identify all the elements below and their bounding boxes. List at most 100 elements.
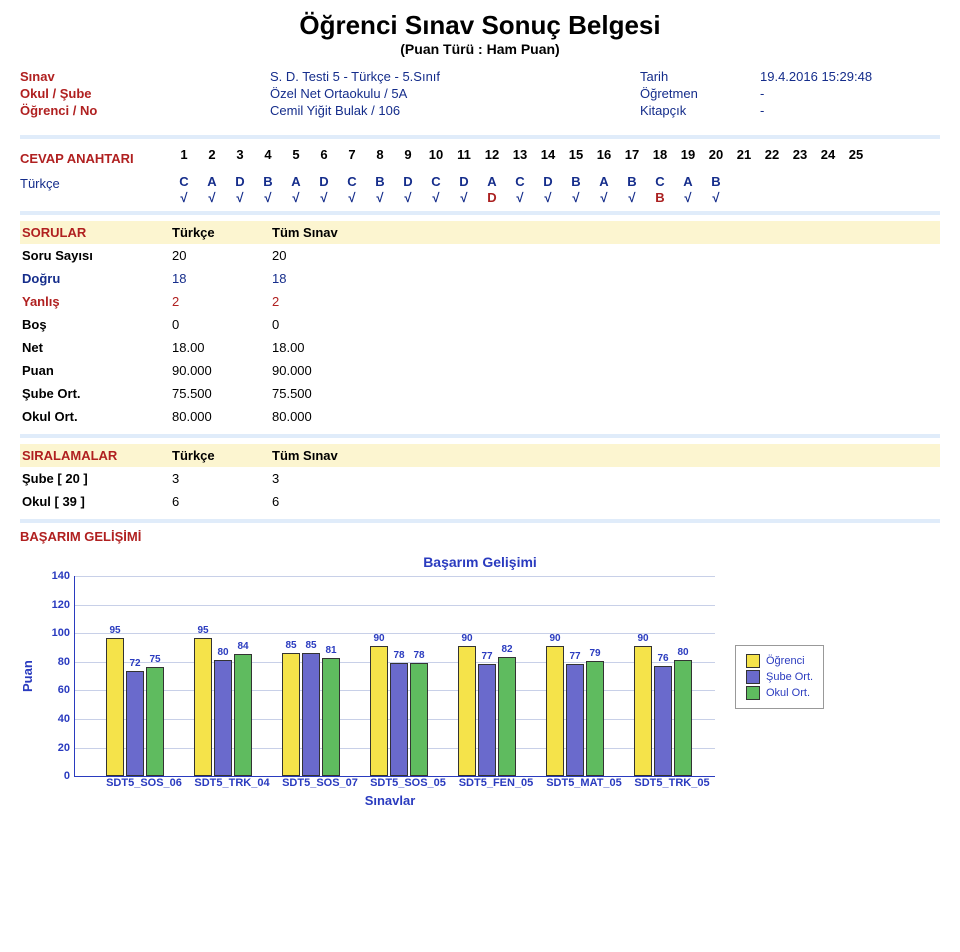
bar: 79: [586, 661, 604, 776]
page-title: Öğrenci Sınav Sonuç Belgesi: [20, 10, 940, 41]
chart-ylabel: Puan: [20, 576, 40, 777]
bar: 76: [654, 666, 672, 777]
question-number: 4: [254, 147, 282, 166]
answer-cell: B√: [366, 174, 394, 205]
stat-label: Doğru: [20, 271, 172, 286]
bar-group: 907680: [633, 646, 693, 777]
divider: [20, 211, 940, 215]
question-number: 1: [170, 147, 198, 166]
answer-cell: D√: [394, 174, 422, 205]
bar: 90: [370, 646, 388, 777]
answer-cell: D√: [310, 174, 338, 205]
bar-group: 907878: [369, 646, 429, 777]
question-number: 23: [786, 147, 814, 166]
stat-value: 18: [272, 271, 372, 286]
chart-area: Başarım Gelişimi Puan 020406080100120140…: [20, 554, 940, 808]
bar: 90: [634, 646, 652, 777]
answer-cell: C√: [338, 174, 366, 205]
question-number: 7: [338, 147, 366, 166]
question-number: 24: [814, 147, 842, 166]
bar: 85: [302, 653, 320, 776]
answer-key-label: CEVAP ANAHTARI: [20, 147, 170, 166]
x-axis-label: SDT5_TRK_05: [628, 777, 716, 789]
x-axis-label: SDT5_MAT_05: [540, 777, 628, 789]
answer-cell: B√: [254, 174, 282, 205]
rank-label: Şube [ 20 ]: [20, 471, 172, 486]
stat-value: 20: [172, 248, 272, 263]
question-number: 20: [702, 147, 730, 166]
bar: 80: [214, 660, 232, 776]
label-ogretmen: Öğretmen: [640, 86, 760, 101]
subject-label: Türkçe: [20, 174, 170, 205]
siralamalar-title: SIRALAMALAR: [20, 448, 172, 463]
sorular-rows: Soru Sayısı2020Doğru1818Yanlış22Boş00Net…: [20, 244, 940, 428]
x-axis-label: SDT5_FEN_05: [452, 777, 540, 789]
answer-cell: A√: [590, 174, 618, 205]
page-subtitle: (Puan Türü : Ham Puan): [20, 41, 940, 57]
bar: 78: [410, 663, 428, 776]
siralamalar-col-2: Tüm Sınav: [272, 448, 372, 463]
x-axis-label: SDT5_SOS_05: [364, 777, 452, 789]
answer-cell: D√: [226, 174, 254, 205]
sorular-header: SORULAR Türkçe Tüm Sınav: [20, 221, 940, 244]
subject-answer-row: Türkçe C√A√D√B√A√D√C√B√D√C√D√ADC√D√B√A√B…: [20, 174, 940, 205]
bar: 72: [126, 671, 144, 776]
answer-cell: D√: [450, 174, 478, 205]
info-mid-values: S. D. Testi 5 - Türkçe - 5.Sınıf Özel Ne…: [270, 67, 640, 120]
question-number: 25: [842, 147, 870, 166]
stat-value: 80.000: [172, 409, 272, 424]
question-number: 17: [618, 147, 646, 166]
answer-cell: B√: [618, 174, 646, 205]
answer-cell: B√: [702, 174, 730, 205]
chart-yticks: 020406080100120140: [40, 576, 74, 776]
bar: 80: [674, 660, 692, 776]
answer-cell: A√: [198, 174, 226, 205]
bar: 84: [234, 654, 252, 776]
answer-key-section: CEVAP ANAHTARI 1234567891011121314151617…: [20, 147, 940, 166]
info-right-labels: Tarih Öğretmen Kitapçık: [640, 67, 760, 120]
value-okul-sube: Özel Net Ortaokulu / 5A: [270, 86, 640, 101]
question-number: 18: [646, 147, 674, 166]
question-number: 15: [562, 147, 590, 166]
chart-xlabel: Sınavlar: [70, 793, 710, 808]
sorular-title: SORULAR: [20, 225, 172, 240]
bar-group: 858581: [281, 653, 341, 776]
stat-row: Okul Ort.80.00080.000: [20, 405, 940, 428]
bar: 85: [282, 653, 300, 776]
divider: [20, 434, 940, 438]
label-sinav: Sınav: [20, 69, 270, 84]
chart-title: Başarım Gelişimi: [20, 554, 940, 570]
stat-value: 0: [172, 317, 272, 332]
answer-cell: D√: [534, 174, 562, 205]
bar-group: 958084: [193, 638, 253, 776]
question-number: 11: [450, 147, 478, 166]
question-number: 6: [310, 147, 338, 166]
stat-value: 18.00: [272, 340, 372, 355]
label-okul-sube: Okul / Şube: [20, 86, 270, 101]
sorular-col-1: Türkçe: [172, 225, 272, 240]
question-number: 22: [758, 147, 786, 166]
stat-value: 0: [272, 317, 372, 332]
legend-item: Okul Ort.: [746, 686, 813, 700]
question-number: 3: [226, 147, 254, 166]
bar-group: 907779: [545, 646, 605, 777]
divider: [20, 135, 940, 139]
stat-value: 75.500: [272, 386, 372, 401]
x-axis-label: SDT5_SOS_07: [276, 777, 364, 789]
bar: 82: [498, 657, 516, 776]
answer-cell: C√: [506, 174, 534, 205]
rank-row: Şube [ 20 ]33: [20, 467, 940, 490]
question-number: 14: [534, 147, 562, 166]
value-kitapcik: -: [760, 103, 940, 118]
question-number: 5: [282, 147, 310, 166]
stat-row: Puan90.00090.000: [20, 359, 940, 382]
stat-label: Net: [20, 340, 172, 355]
chart-legend: ÖğrenciŞube Ort.Okul Ort.: [735, 645, 824, 709]
answer-cell: A√: [674, 174, 702, 205]
bar: 75: [146, 667, 164, 776]
bar: 81: [322, 658, 340, 776]
label-tarih: Tarih: [640, 69, 760, 84]
basarim-title: BAŞARIM GELİŞİMİ: [20, 529, 940, 544]
bar: 90: [458, 646, 476, 777]
stat-value: 80.000: [272, 409, 372, 424]
